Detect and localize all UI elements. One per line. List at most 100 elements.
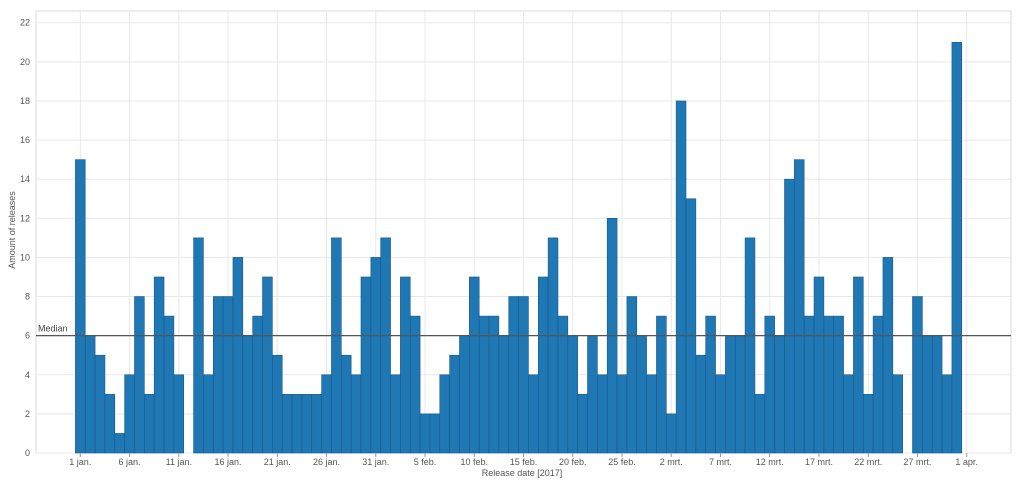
bar (813, 276, 825, 454)
y-tick-label: 4 (25, 370, 30, 380)
y-tick-label: 20 (20, 57, 30, 67)
bar (725, 335, 736, 454)
bar (488, 315, 500, 454)
bar (577, 394, 588, 454)
bar (666, 413, 677, 454)
bar (469, 276, 480, 454)
x-tick-label: 16 jan. (215, 457, 242, 467)
x-tick-label: 17 mrt. (805, 457, 833, 467)
bar (695, 354, 706, 454)
bar (291, 394, 303, 454)
y-tick-label: 22 (20, 18, 30, 28)
x-tick-label: 6 jan. (119, 457, 141, 467)
bar (84, 335, 96, 454)
bar (144, 394, 155, 454)
bar (173, 374, 185, 454)
bar (439, 374, 450, 454)
bar (478, 315, 490, 454)
bar (252, 315, 263, 454)
bar (912, 296, 923, 454)
x-tick-label: 22 mrt. (854, 457, 882, 467)
bar (321, 374, 332, 454)
bar (518, 296, 529, 454)
y-tick-label: 6 (25, 331, 30, 341)
bar (567, 335, 578, 454)
bar (360, 276, 372, 454)
x-tick-label: 25 feb. (608, 457, 636, 467)
bar (853, 276, 864, 454)
bar (705, 315, 716, 454)
bar (153, 276, 165, 454)
bar (557, 315, 569, 454)
bar (331, 237, 342, 454)
x-tick-label: 21 jan. (264, 457, 291, 467)
bar (597, 374, 608, 454)
x-tick-label: 20 feb. (559, 457, 587, 467)
bar (931, 335, 943, 454)
bar (843, 374, 854, 454)
bar (124, 374, 135, 454)
bar (193, 237, 204, 454)
bar (616, 374, 628, 454)
bar (400, 276, 411, 454)
bar (429, 413, 441, 454)
bar (114, 433, 125, 454)
y-axis-label: Amount of releases (7, 191, 17, 269)
bar (222, 296, 234, 454)
bar (350, 374, 362, 454)
bar (498, 335, 510, 454)
bar (685, 198, 697, 454)
y-tick-label: 12 (20, 213, 30, 223)
bar (636, 335, 647, 454)
x-tick-label: 11 jan. (166, 457, 192, 467)
median-layer: Median (36, 324, 1011, 337)
x-tick-label: 15 feb. (510, 457, 538, 467)
x-tick-label: 27 mrt. (903, 457, 931, 467)
bar (262, 276, 273, 454)
x-tick-label: 5 feb. (414, 457, 437, 467)
median-label: Median (38, 324, 68, 334)
bar (370, 257, 381, 454)
y-tick-label: 14 (20, 174, 30, 184)
x-tick-label: 26 jan. (313, 457, 340, 467)
bar (754, 394, 766, 454)
y-tick-label: 0 (25, 448, 30, 458)
bar (734, 335, 746, 454)
bar (764, 315, 775, 454)
bar (537, 276, 549, 454)
bar (715, 374, 726, 454)
bar (872, 315, 884, 454)
bar (163, 315, 175, 454)
bar (774, 335, 785, 454)
bar (744, 237, 756, 454)
x-tick-label: 1 jan. (69, 457, 91, 467)
bar (833, 315, 844, 454)
bar (862, 394, 874, 454)
bar (449, 354, 460, 454)
x-tick-label: 1 apr. (955, 457, 978, 467)
y-tick-label: 2 (25, 409, 30, 419)
bar (892, 374, 903, 454)
bar (390, 374, 401, 454)
bar (272, 354, 283, 454)
bar (301, 394, 313, 454)
bar (528, 374, 539, 454)
y-tick-label: 18 (20, 96, 30, 106)
bar (646, 374, 657, 454)
bar (232, 257, 244, 454)
bar (656, 315, 667, 454)
bar (508, 296, 519, 454)
bar (409, 315, 421, 454)
bar (75, 159, 86, 454)
bar (134, 296, 145, 454)
bar (587, 335, 598, 454)
bar (823, 315, 835, 454)
y-tick-label: 10 (20, 252, 30, 262)
x-tick-label: 2 mrt. (660, 457, 683, 467)
bar (94, 354, 106, 454)
bar (794, 159, 805, 454)
bar (311, 394, 322, 454)
bar (419, 413, 431, 454)
